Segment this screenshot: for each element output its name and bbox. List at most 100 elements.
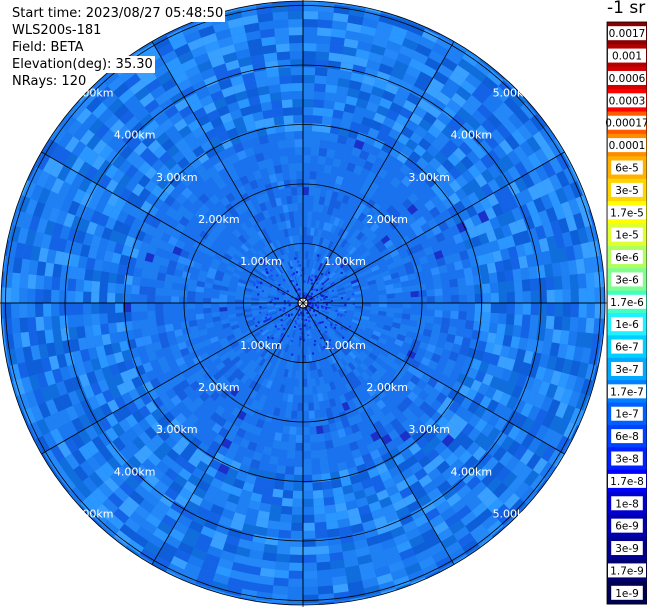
radar-cell (321, 416, 329, 426)
radar-cell (194, 341, 205, 351)
radar-cell (382, 116, 396, 129)
radar-cell (239, 383, 249, 394)
radar-cell (370, 248, 381, 258)
radar-cell (287, 319, 293, 328)
radar-cell (399, 219, 410, 231)
radar-cell (310, 450, 320, 459)
radar-cell (260, 328, 269, 336)
radar-cell (396, 333, 406, 342)
radar-cell (418, 204, 430, 217)
radar-cell (343, 252, 352, 261)
radar-cell (284, 253, 290, 262)
radar-cell (353, 290, 363, 295)
radar-cell (386, 244, 397, 253)
radar-cell (435, 164, 449, 178)
radar-cell (334, 281, 343, 287)
radar-cell (289, 378, 296, 387)
radar-cell (275, 267, 282, 276)
radar-cell (240, 327, 250, 334)
radar-cell (116, 210, 129, 224)
radar-cell (308, 410, 316, 419)
radar-cell (442, 421, 456, 435)
radar-cell (247, 441, 258, 452)
radar-cell (288, 35, 303, 44)
radar-cell (280, 324, 283, 327)
radar-cell (269, 198, 278, 208)
radar-cell (195, 235, 206, 245)
radar-cell (357, 212, 367, 223)
radar-cell (386, 401, 397, 412)
radar-cell (366, 324, 376, 331)
radar-cell (377, 353, 387, 362)
radar-cell (221, 322, 231, 329)
radar-cell (355, 342, 365, 351)
radar-cell (267, 520, 281, 530)
radar-cell (232, 434, 243, 446)
radar-cell (169, 343, 180, 354)
radar-cell (224, 393, 235, 404)
radar-cell (316, 553, 331, 563)
radar-cell (175, 401, 188, 413)
radar-cell (376, 206, 386, 217)
radar-cell (267, 303, 276, 305)
radar-cell (366, 209, 377, 220)
radar-cell (293, 325, 296, 328)
radar-cell (413, 333, 423, 342)
radar-cell (346, 162, 357, 173)
radar-cell (381, 200, 392, 211)
radar-cell (303, 346, 306, 355)
radar-cell (325, 520, 339, 530)
radar-cell (225, 360, 235, 370)
radar-cell (328, 173, 338, 184)
range-ring-label: 3.00km (156, 423, 198, 436)
radar-cell (297, 251, 301, 260)
radar-cell (305, 330, 309, 339)
radar-cell (313, 497, 325, 507)
radar-cell (163, 182, 176, 195)
radar-cell (284, 187, 292, 197)
radar-cell (309, 362, 314, 371)
radar-cell (169, 175, 182, 188)
radar-cell (292, 362, 297, 371)
radar-cell (248, 380, 257, 390)
radar-cell (317, 204, 324, 214)
range-ring-label: 5.00km (72, 507, 114, 520)
radar-cell (286, 319, 293, 327)
radar-cell (241, 365, 251, 375)
radar-cell (271, 593, 288, 603)
radar-cell (370, 192, 381, 203)
radar-cell (229, 279, 239, 286)
radar-cell (441, 348, 452, 359)
radar-cell (310, 227, 315, 236)
radar-cell (361, 205, 372, 216)
radar-cell (381, 270, 391, 278)
radar-cell (313, 310, 316, 313)
radar-cell (144, 426, 158, 440)
radar-cell (379, 123, 392, 136)
radar-cell (277, 537, 291, 547)
radar-cell (202, 239, 213, 249)
radar-cell (151, 158, 165, 172)
radar-cell (277, 266, 284, 274)
radar-cell (536, 327, 546, 342)
radar-cell (314, 529, 328, 539)
radar-cell (234, 205, 245, 216)
range-ring-label: 3.00km (156, 171, 198, 184)
radar-cell (279, 75, 292, 85)
radar-cell (349, 324, 358, 331)
radar-cell (322, 391, 329, 401)
radar-cell (307, 251, 312, 260)
radar-cell (486, 332, 497, 344)
radar-cell (314, 261, 319, 270)
radar-cell (330, 190, 339, 201)
radar-cell (435, 428, 449, 442)
radar-cell (259, 296, 268, 300)
radar-cell (261, 290, 264, 293)
radar-cell (211, 422, 223, 434)
radar-cell (439, 324, 450, 334)
radar-cell (228, 153, 240, 165)
radar-cell (342, 484, 354, 495)
radar-cell (171, 282, 181, 291)
radar-cell (325, 273, 328, 276)
radar-cell (445, 358, 457, 370)
